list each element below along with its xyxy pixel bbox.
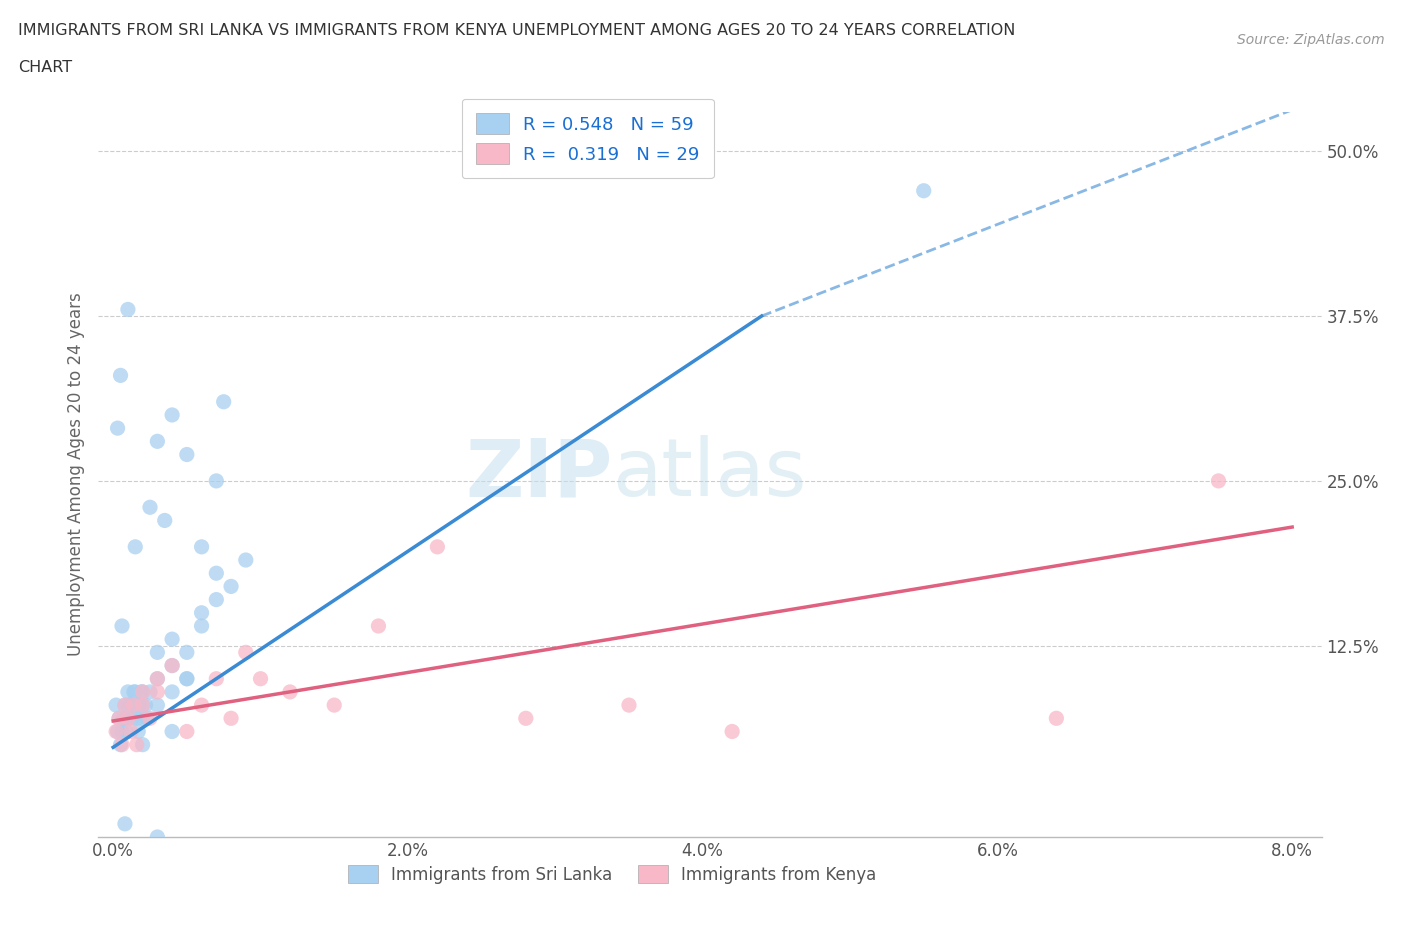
Point [121, 711, 143, 725]
Point [617, 698, 640, 712]
Point [107, 420, 129, 435]
Point [278, 684, 301, 699]
Point [190, 618, 212, 633]
Point [190, 605, 212, 620]
Point [111, 618, 134, 633]
Point [426, 539, 449, 554]
Text: ZIP: ZIP [465, 435, 612, 513]
Point [146, 434, 169, 449]
Point [131, 684, 153, 699]
Point [125, 737, 148, 752]
Point [117, 711, 139, 725]
Point [110, 368, 132, 383]
Point [107, 724, 129, 739]
Point [219, 711, 242, 725]
Point [136, 711, 159, 725]
Point [131, 711, 153, 725]
Point [139, 684, 162, 699]
Point [122, 698, 145, 712]
Point [114, 698, 136, 712]
Point [190, 539, 212, 554]
Legend: Immigrants from Sri Lanka, Immigrants from Kenya: Immigrants from Sri Lanka, Immigrants fr… [342, 858, 883, 890]
Point [117, 698, 139, 712]
Point [160, 724, 183, 739]
Point [1045, 711, 1067, 725]
Point [235, 552, 257, 567]
Point [120, 724, 142, 739]
Point [117, 684, 139, 699]
Point [146, 684, 169, 699]
Point [139, 711, 162, 725]
Point [105, 698, 128, 712]
Point [160, 631, 183, 646]
Point [124, 684, 146, 699]
Point [212, 394, 235, 409]
Point [219, 579, 242, 594]
Y-axis label: Unemployment Among Ages 20 to 24 years: Unemployment Among Ages 20 to 24 years [66, 292, 84, 657]
Point [135, 698, 157, 712]
Point [115, 724, 138, 739]
Point [117, 711, 139, 725]
Point [125, 711, 148, 725]
Point [176, 724, 198, 739]
Point [205, 671, 228, 686]
Point [108, 711, 131, 725]
Point [146, 830, 169, 844]
Point [160, 407, 183, 422]
Point [249, 671, 271, 686]
Point [235, 644, 257, 659]
Point [110, 737, 132, 752]
Point [205, 565, 228, 580]
Point [129, 684, 152, 699]
Point [146, 671, 169, 686]
Point [120, 698, 142, 712]
Point [205, 473, 228, 488]
Text: Source: ZipAtlas.com: Source: ZipAtlas.com [1237, 33, 1385, 46]
Point [111, 724, 134, 739]
Text: IMMIGRANTS FROM SRI LANKA VS IMMIGRANTS FROM KENYA UNEMPLOYMENT AMONG AGES 20 TO: IMMIGRANTS FROM SRI LANKA VS IMMIGRANTS … [18, 23, 1015, 38]
Point [131, 698, 153, 712]
Point [124, 539, 146, 554]
Point [721, 724, 744, 739]
Point [176, 447, 198, 462]
Point [105, 724, 128, 739]
Point [114, 698, 136, 712]
Text: CHART: CHART [18, 60, 72, 75]
Point [323, 698, 346, 712]
Point [160, 658, 183, 673]
Point [127, 724, 149, 739]
Point [190, 698, 212, 712]
Point [108, 711, 131, 725]
Point [160, 684, 183, 699]
Point [122, 684, 145, 699]
Point [114, 817, 136, 831]
Point [131, 737, 153, 752]
Point [176, 644, 198, 659]
Point [912, 183, 935, 198]
Point [128, 698, 150, 712]
Point [176, 671, 198, 686]
Point [515, 711, 537, 725]
Point [112, 711, 135, 725]
Point [146, 644, 169, 659]
Point [205, 592, 228, 607]
Point [131, 684, 153, 699]
Point [1208, 473, 1230, 488]
Point [146, 698, 169, 712]
Point [124, 698, 146, 712]
Point [139, 499, 162, 514]
Point [111, 737, 134, 752]
Point [117, 302, 139, 317]
Point [160, 658, 183, 673]
Point [367, 618, 389, 633]
Point [153, 513, 176, 528]
Point [131, 698, 153, 712]
Point [176, 671, 198, 686]
Point [146, 671, 169, 686]
Text: atlas: atlas [612, 435, 807, 513]
